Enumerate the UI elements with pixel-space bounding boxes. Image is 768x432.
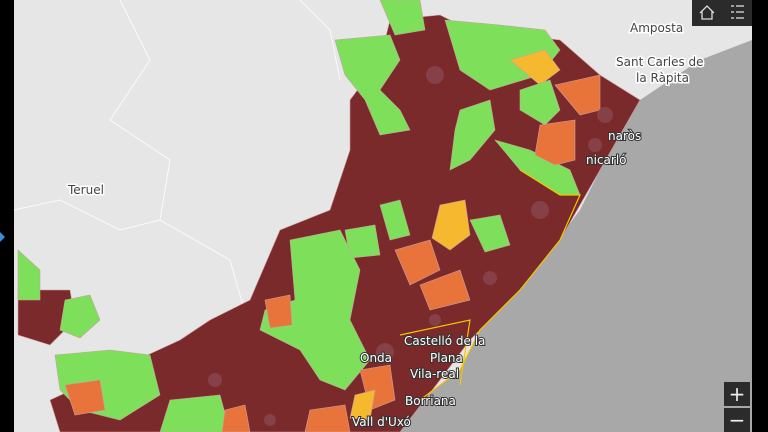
place-label: Teruel xyxy=(67,183,104,197)
zoom-out[interactable]: − xyxy=(724,408,750,432)
place-label: Onda xyxy=(360,351,392,365)
borders xyxy=(13,0,341,331)
place-label: Vall d'Uxó xyxy=(352,415,411,429)
zoom-in[interactable]: + xyxy=(724,382,750,406)
toolbar xyxy=(692,0,752,26)
highlight-border xyxy=(399,169,581,401)
regions xyxy=(17,0,641,432)
place-label: nicarló xyxy=(586,153,627,167)
place-label: Plana xyxy=(430,351,463,365)
side-arrow[interactable] xyxy=(0,232,5,242)
place-label: Amposta xyxy=(630,21,683,35)
sea xyxy=(380,40,752,432)
place-label: Castelló de la xyxy=(404,334,485,348)
home-button[interactable] xyxy=(699,5,715,20)
markers xyxy=(208,66,613,426)
place-label: la Ràpita xyxy=(636,71,689,85)
place-label: Borriana xyxy=(405,394,456,408)
place-label: naròs xyxy=(608,129,641,143)
place-label: Vila-real xyxy=(410,367,459,381)
place-label: Sant Carles de xyxy=(616,55,704,69)
layers-button[interactable] xyxy=(731,5,744,19)
